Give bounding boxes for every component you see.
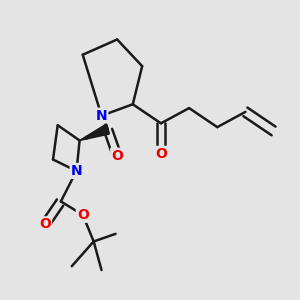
Text: O: O	[155, 147, 167, 161]
Text: N: N	[96, 109, 107, 123]
Text: O: O	[39, 217, 51, 231]
Text: N: N	[71, 164, 82, 178]
Text: O: O	[77, 208, 89, 222]
Polygon shape	[80, 124, 109, 140]
Text: O: O	[111, 149, 123, 163]
